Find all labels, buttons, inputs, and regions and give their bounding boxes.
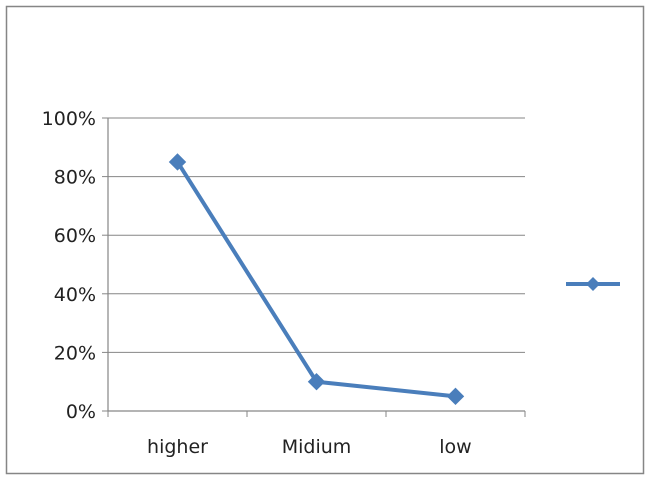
data-point-marker <box>446 387 465 406</box>
y-tick-label: 20% <box>54 342 96 364</box>
tick-labels: 0% 20% 40% 60% 80% 100% higher Midium low <box>42 108 472 458</box>
axes <box>102 117 526 417</box>
data-point-marker <box>307 372 326 391</box>
series-layer <box>168 153 465 406</box>
y-tick-label: 0% <box>66 401 96 423</box>
x-tick-label: low <box>439 436 471 458</box>
y-tick-label: 100% <box>42 108 96 130</box>
y-tick-label: 60% <box>54 225 96 247</box>
gridlines <box>108 117 525 353</box>
x-tick-label: higher <box>147 436 208 458</box>
legend <box>566 277 620 291</box>
data-point-marker <box>168 153 187 171</box>
chart-border <box>5 5 645 475</box>
x-tick-label: Midium <box>282 436 352 458</box>
y-tick-label: 40% <box>54 284 96 306</box>
y-tick-label: 80% <box>54 167 96 189</box>
legend-marker <box>586 277 600 291</box>
